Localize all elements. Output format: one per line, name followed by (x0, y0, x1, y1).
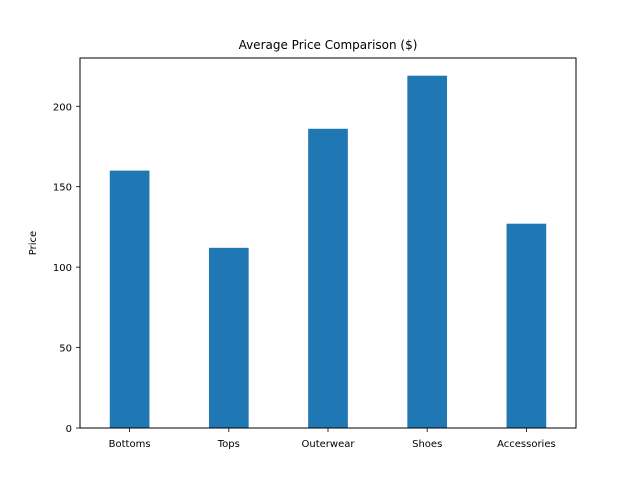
x-tick-label: Tops (217, 439, 240, 450)
x-tick-label: Outerwear (302, 439, 356, 450)
x-tick-label: Shoes (412, 439, 442, 450)
y-tick-label: 50 (59, 344, 72, 355)
y-axis-label: Price (28, 231, 39, 255)
bar-accessories (506, 223, 547, 428)
x-tick-label: Accessories (497, 439, 556, 450)
bar-shoes (407, 75, 448, 429)
plot-frame (79, 57, 577, 429)
bar-outerwear (308, 128, 348, 429)
y-axis-ticks: 0 50 100 150 200 (53, 102, 80, 435)
chart-title: Average Price Comparison ($) (239, 38, 418, 52)
y-tick-label: 0 (66, 424, 72, 435)
bar-bottoms (109, 170, 150, 428)
y-tick-label: 200 (53, 102, 72, 113)
y-tick-label: 150 (53, 183, 72, 194)
x-tick-label: Bottoms (109, 439, 151, 450)
y-tick-label: 100 (53, 263, 72, 274)
bar-tops (208, 247, 249, 428)
bars-group (109, 75, 547, 429)
x-axis-ticks: Bottoms Tops Outerwear Shoes Accessories (109, 428, 556, 450)
